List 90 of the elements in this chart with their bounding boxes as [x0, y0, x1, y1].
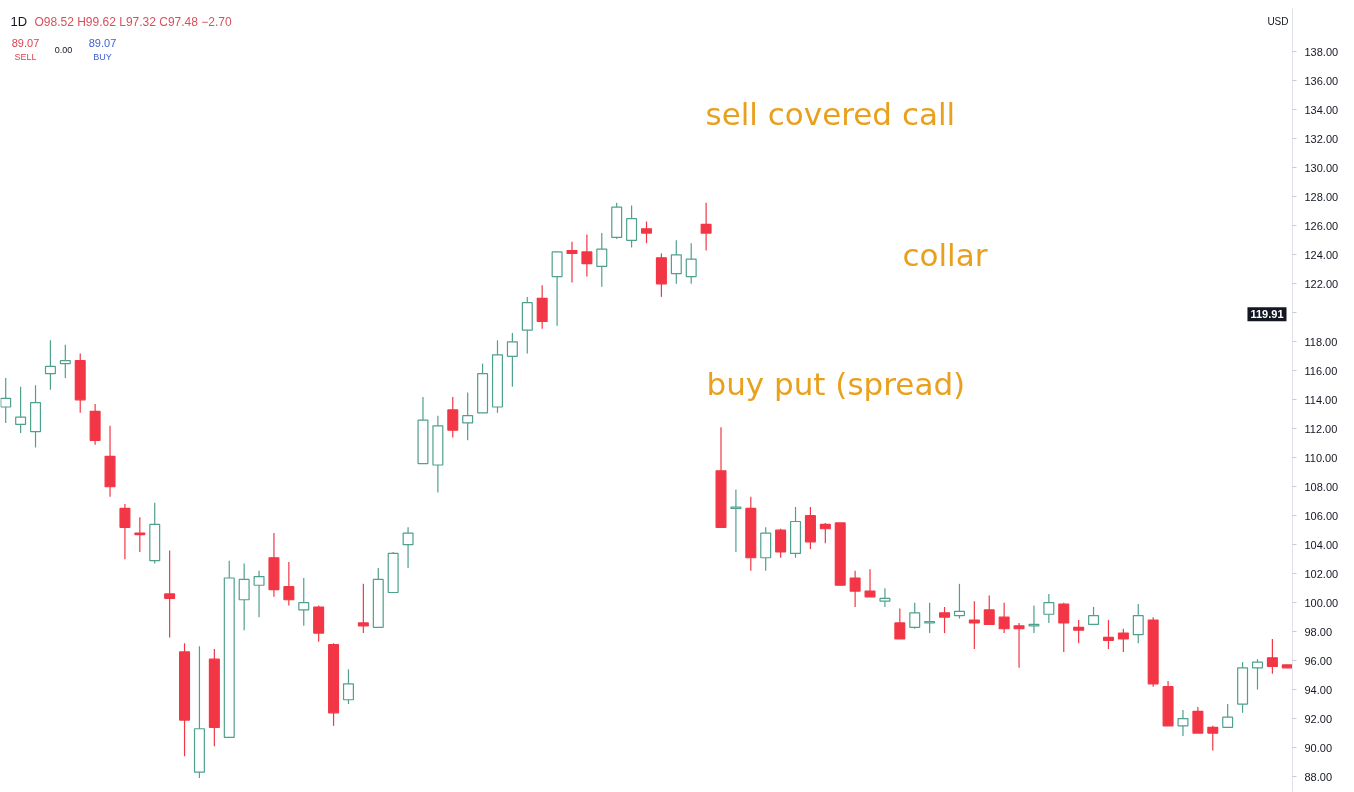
- y-tick-label: 122.00: [1304, 277, 1339, 290]
- candlestick: [894, 607, 906, 640]
- candlestick: [1132, 603, 1144, 644]
- y-tick-label: 124.00: [1304, 248, 1339, 261]
- candlestick: [44, 339, 56, 391]
- candlestick: [775, 528, 787, 559]
- candlestick: [909, 602, 921, 630]
- y-tick-label: 114.00: [1304, 393, 1338, 406]
- annotation: SELL: [14, 51, 37, 62]
- annotation: sell covered call: [705, 95, 956, 132]
- y-tick-label: 90.00: [1304, 741, 1333, 754]
- annotation: 89.07: [11, 36, 40, 49]
- candlestick: [640, 220, 653, 244]
- y-tick-label: 134.00: [1304, 103, 1339, 116]
- candlestick: [506, 332, 518, 388]
- candlestick: [1177, 709, 1189, 737]
- candlestick: [685, 242, 697, 285]
- candlestick: [447, 396, 459, 439]
- candlestick: [1073, 619, 1085, 644]
- annotation: O98.52 H99.62 L97.32 C97.48 −2.70: [34, 14, 232, 29]
- y-tick-label: 136.00: [1304, 74, 1339, 87]
- candlestick: [819, 522, 831, 544]
- candlestick: [581, 233, 593, 278]
- candlestick: [253, 570, 265, 618]
- y-tick-label: 96.00: [1304, 654, 1333, 667]
- candlestick: [119, 503, 131, 560]
- candlestick: [164, 549, 176, 639]
- candlestick: [670, 239, 682, 285]
- y-tick-label: 116.00: [1304, 364, 1338, 377]
- candlestick: [730, 489, 742, 553]
- text: 1D: [10, 14, 28, 29]
- candlestick: [462, 391, 474, 441]
- candlestick: [1192, 706, 1204, 734]
- y-tick-label: 108.00: [1304, 480, 1339, 493]
- candlestick: [700, 202, 712, 252]
- y-tick-label: 92.00: [1304, 712, 1333, 725]
- candlestick: [1043, 593, 1055, 624]
- y-tick-label: 126.00: [1304, 219, 1339, 232]
- y-tick-label: 100.00: [1304, 596, 1339, 609]
- annotation: BUY: [93, 51, 112, 62]
- y-tick-label: 94.00: [1304, 683, 1333, 696]
- candlestick: [596, 232, 608, 288]
- annotation: 0.00: [54, 44, 73, 55]
- candlestick: [998, 602, 1010, 634]
- y-axis-title: USD: [1267, 16, 1289, 27]
- candlestick: [342, 668, 354, 705]
- annotation: 89.07: [88, 36, 117, 49]
- y-tick-label: 130.00: [1304, 161, 1339, 174]
- candlestick: [536, 284, 548, 330]
- candlestick: [1013, 622, 1025, 669]
- y-tick-label: 138.00: [1304, 45, 1339, 58]
- y-tick-label: 98.00: [1304, 625, 1333, 638]
- candlestick: [879, 587, 891, 608]
- candlestick: [566, 241, 578, 283]
- candlestick: [939, 606, 951, 634]
- candlestick: [59, 344, 71, 379]
- candlestick: [1266, 638, 1278, 675]
- candlestick: [924, 602, 936, 634]
- y-tick-label: 118.00: [1304, 335, 1338, 348]
- candlestick: [626, 204, 638, 249]
- y-tick-label: 104.00: [1304, 538, 1339, 551]
- y-tick-label: 112.00: [1304, 422, 1338, 435]
- y-tick-label: 128.00: [1304, 190, 1339, 203]
- candlestick: [1251, 658, 1263, 691]
- candlestick: [298, 577, 310, 627]
- candlestick: [283, 561, 295, 607]
- candlestick: [1102, 619, 1114, 650]
- candlestick: [238, 562, 250, 631]
- candlestick: [1058, 602, 1070, 653]
- candlestick: [357, 583, 369, 634]
- candlestick: [968, 600, 980, 650]
- y-tick-label: 110.00: [1304, 451, 1338, 464]
- candlestick: [1222, 703, 1234, 728]
- y-tick-label: 106.00: [1304, 509, 1339, 522]
- y-tick-label: 88.00: [1304, 770, 1333, 783]
- candlestick: [1117, 628, 1129, 653]
- y-tick-label: 102.00: [1304, 567, 1339, 580]
- candlestick: [864, 568, 876, 598]
- annotation: collar: [902, 236, 988, 273]
- candlestick: [983, 594, 995, 625]
- candlestick: [953, 583, 965, 620]
- candlestick: [134, 516, 146, 553]
- candlestick: [1207, 725, 1219, 752]
- candlestick: [402, 526, 414, 569]
- y-tick-label: 132.00: [1304, 132, 1339, 145]
- candlestick: [15, 386, 27, 434]
- annotation: 119.91: [1250, 308, 1284, 321]
- candlestick: [849, 570, 861, 608]
- annotation: buy put (spread): [706, 365, 966, 402]
- candlestick: [0, 377, 12, 424]
